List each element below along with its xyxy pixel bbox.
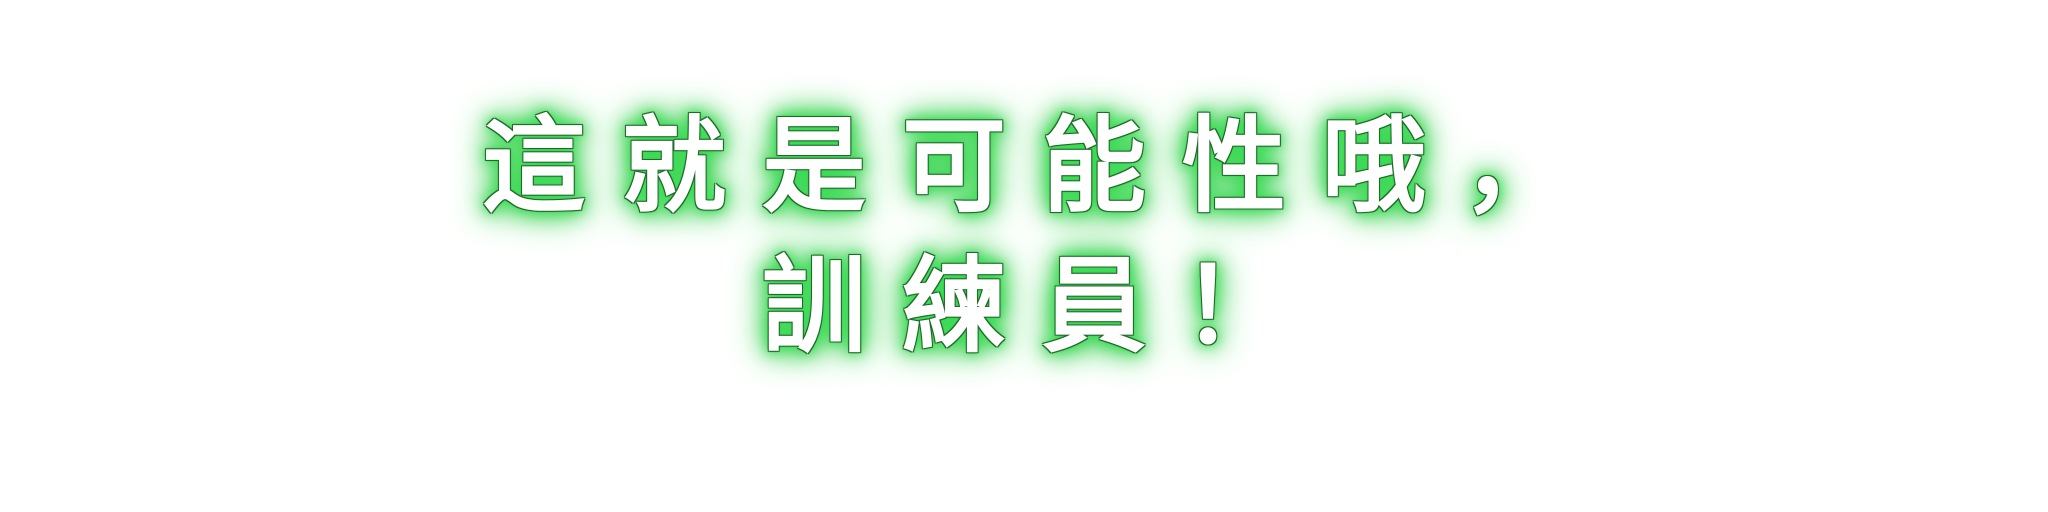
caption-line-1: 這就是可能性哦， <box>481 105 1602 227</box>
caption-line-2: 訓練員！ <box>761 245 1322 367</box>
